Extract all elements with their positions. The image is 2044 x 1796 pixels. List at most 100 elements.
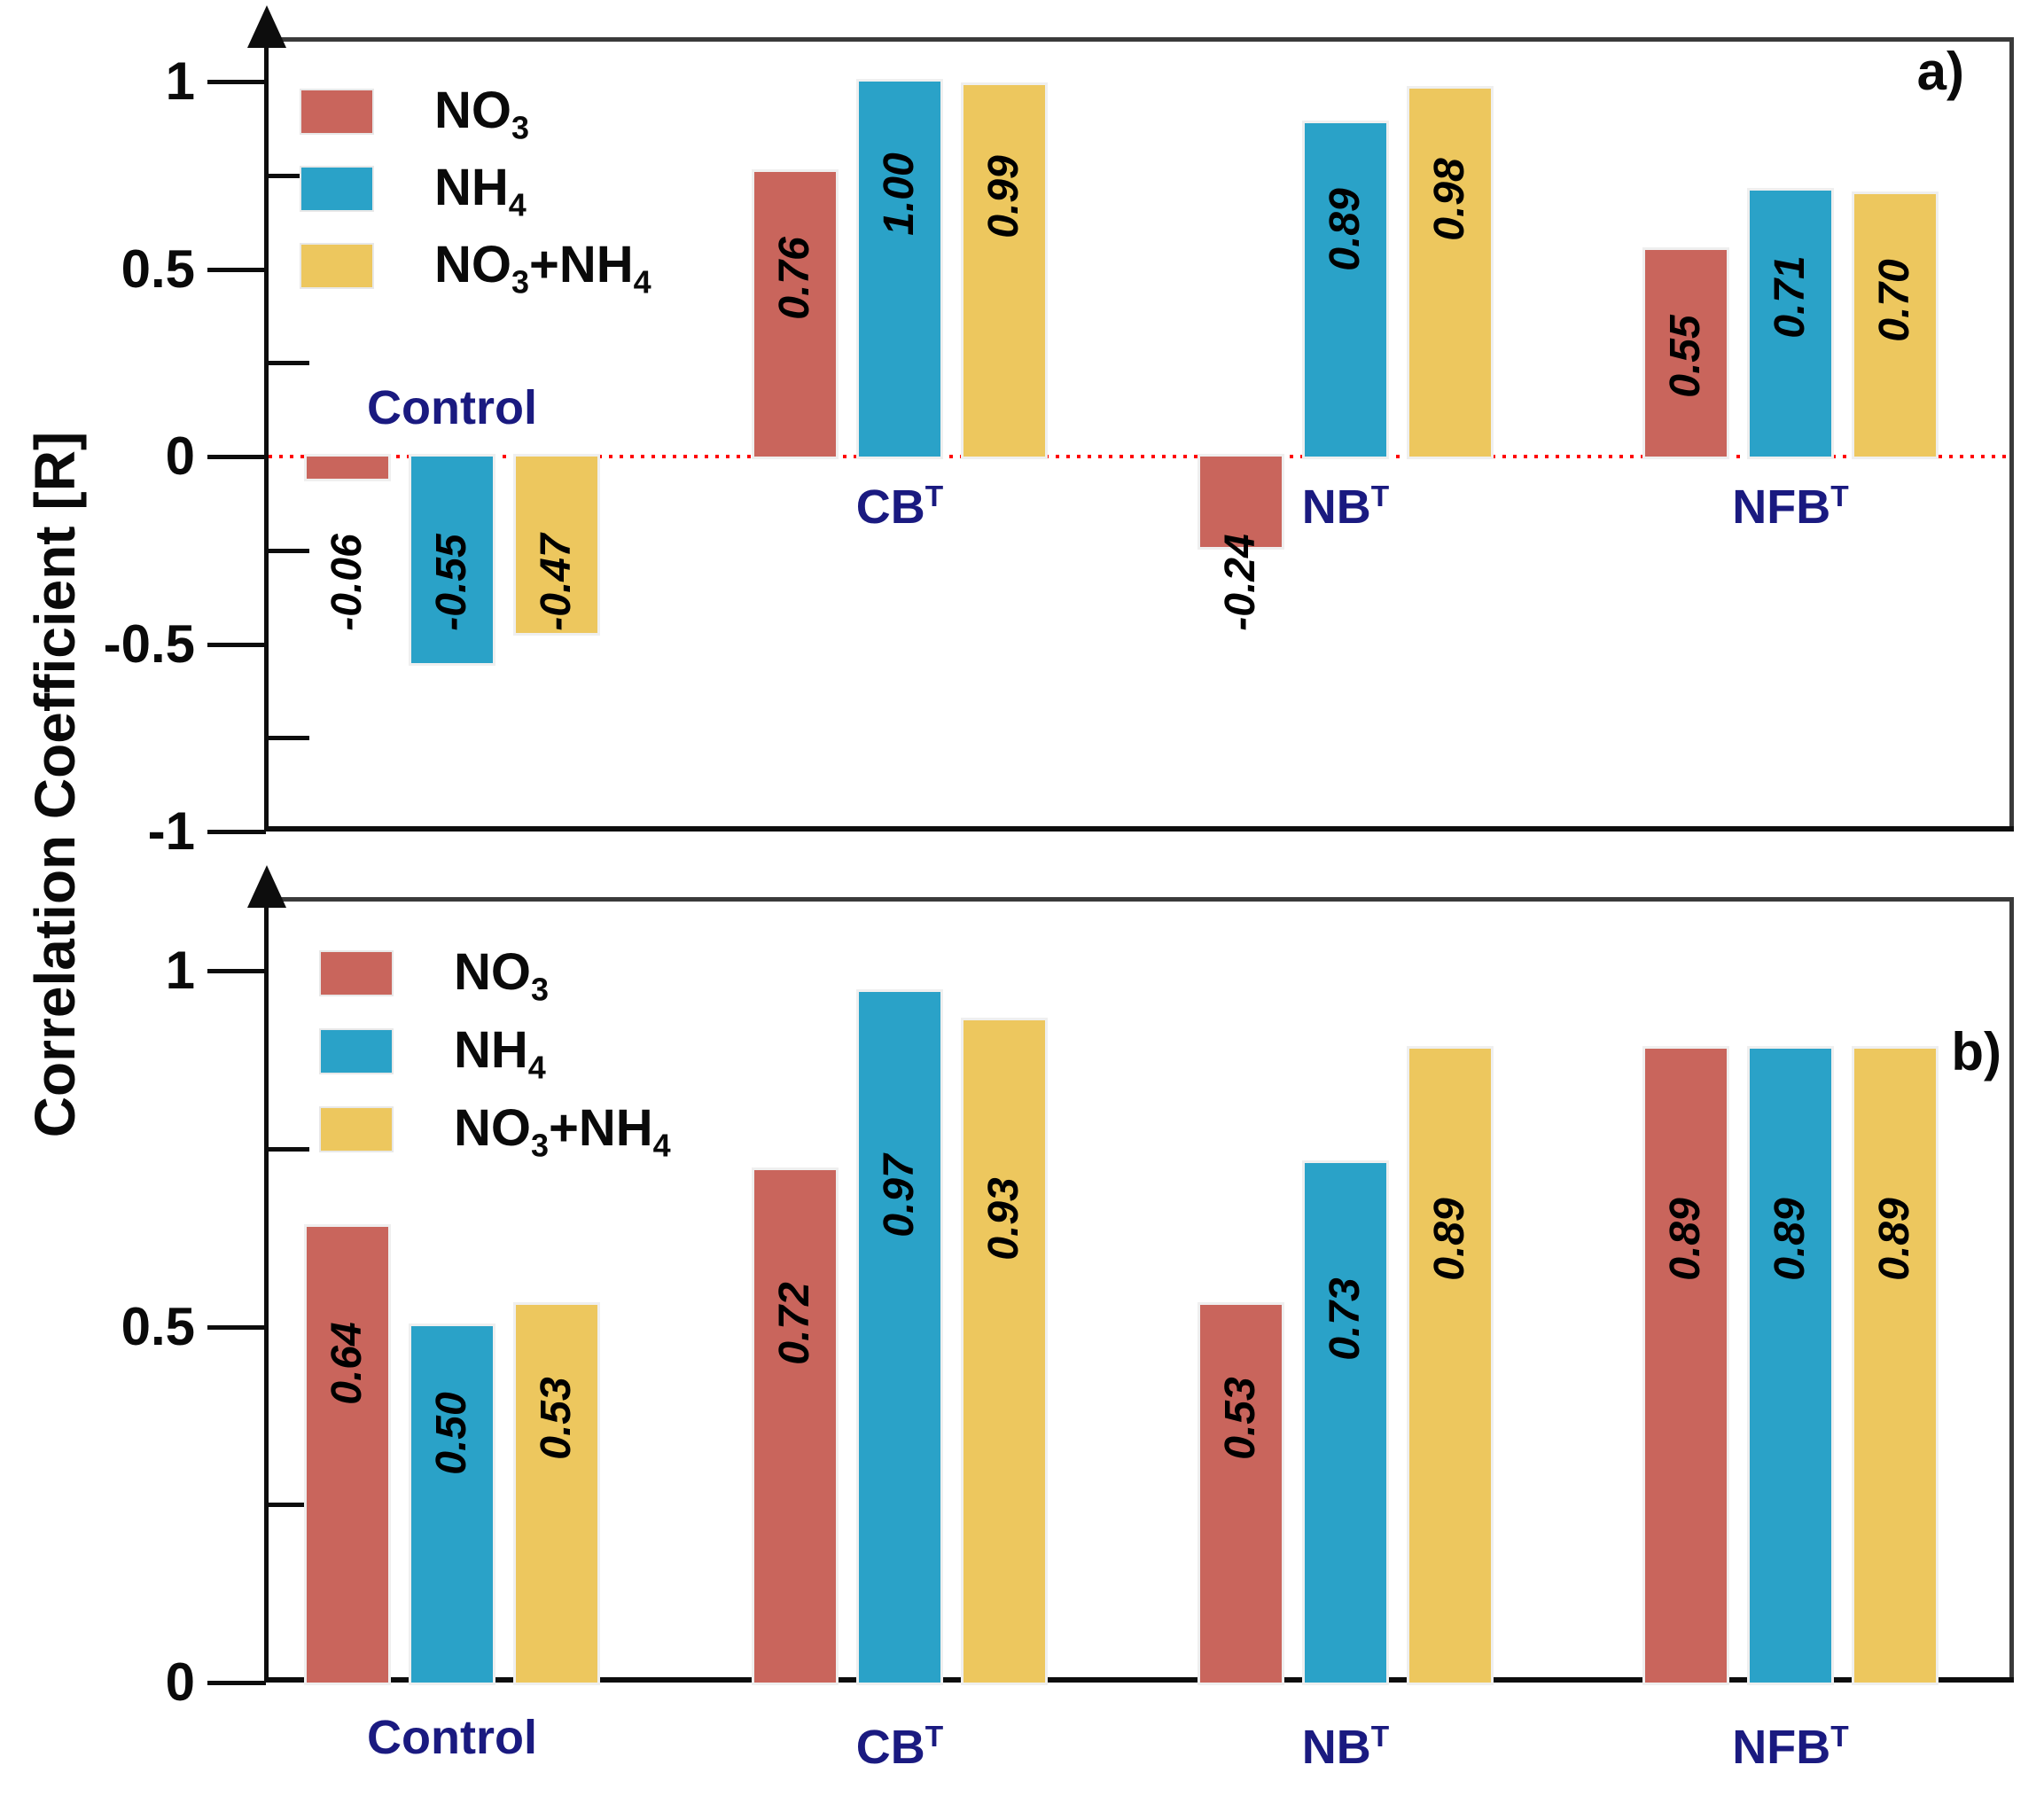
bar-value-label: 0.71	[1767, 255, 1814, 339]
panel-letter: a)	[1916, 42, 1964, 101]
panel-b: 1 0.5 0 0.64 0.72 0.53 0.89 0.50 0.97 0.73 0.89 0.5…	[121, 865, 2014, 1774]
legend-item: NO3	[321, 945, 853, 1008]
bar-value-label: -0.47	[533, 534, 580, 631]
y-axis-arrow-icon	[247, 865, 286, 908]
ytick-minor	[269, 1503, 309, 1507]
ytick	[207, 268, 266, 272]
legend-label: NH4	[434, 159, 527, 223]
bar-value-label: 0.89	[1767, 1197, 1814, 1281]
bar-value-label: 0.89	[1322, 188, 1369, 271]
bar	[1200, 457, 1282, 547]
bar	[1409, 89, 1491, 457]
group-label: NBT	[1301, 480, 1390, 534]
plot-frame-bottom	[266, 1677, 2014, 1683]
bar-value-label: 0.53	[533, 1377, 580, 1460]
ytick	[207, 80, 266, 84]
group-label: Control	[367, 1711, 537, 1764]
group-label: Control	[367, 381, 537, 434]
bar	[1750, 191, 1831, 457]
bar-value-label: 0.76	[771, 237, 818, 320]
y-axis-arrow-icon	[247, 5, 286, 48]
ytick	[207, 1681, 266, 1685]
bar-value-label: 0.89	[1871, 1197, 1918, 1281]
bar	[963, 85, 1045, 457]
ytick-label: 0	[165, 1652, 195, 1712]
legend-item: NH4	[321, 1023, 853, 1086]
bar	[1409, 1049, 1491, 1683]
legend-swatch	[321, 952, 392, 995]
ytick	[207, 830, 266, 834]
ytick-label: -1	[147, 801, 195, 861]
zero-baseline	[269, 455, 2009, 458]
bar	[1854, 1049, 1936, 1683]
ytick-label: 1	[165, 51, 195, 111]
legend-item: NO3	[301, 83, 833, 146]
bar	[754, 172, 836, 457]
legend-label: NO3	[454, 943, 549, 1008]
bar	[411, 457, 493, 663]
ytick	[207, 455, 266, 459]
y-axis	[264, 23, 269, 832]
legend-item: NH4	[301, 160, 833, 223]
group-label: CBT	[855, 480, 944, 534]
bar	[1645, 250, 1727, 457]
ytick	[207, 1325, 266, 1330]
ytick-minor	[269, 549, 309, 553]
legend-label: NO3	[434, 82, 529, 146]
group-label: NFBT	[1732, 480, 1849, 534]
bar	[307, 457, 388, 479]
bar-value-label: 0.97	[876, 1154, 923, 1238]
ytick	[207, 969, 266, 973]
bar	[1200, 1305, 1282, 1683]
bar	[859, 82, 940, 457]
bar-value-label: -0.06	[324, 534, 371, 631]
bar	[1305, 123, 1386, 457]
panel-letter: b)	[1951, 1022, 2001, 1082]
legend-swatch	[321, 1108, 392, 1151]
bar-value-label: 1.00	[876, 152, 923, 236]
plot-frame-bottom	[266, 826, 2014, 832]
bar-value-label: 0.98	[1426, 157, 1473, 241]
plot-frame-top	[266, 897, 2014, 902]
ytick-label: 1	[165, 941, 195, 1000]
legend-swatch	[301, 168, 372, 210]
ytick-minor	[269, 1147, 309, 1152]
bar	[1750, 1049, 1831, 1683]
bar	[516, 1305, 597, 1683]
bar	[411, 1326, 493, 1683]
legend-label: NO3+NH4	[434, 236, 651, 301]
legend-swatch	[301, 245, 372, 287]
bar	[963, 1020, 1045, 1683]
ytick-label: 0.5	[121, 1297, 195, 1356]
group-label: NBT	[1301, 1721, 1390, 1774]
bar-value-label: 0.70	[1871, 259, 1918, 342]
plot-frame-right	[2009, 897, 2014, 1683]
bar	[307, 1227, 388, 1683]
bar	[1854, 194, 1936, 457]
bar	[859, 992, 940, 1683]
bar	[1645, 1049, 1727, 1683]
legend-label: NO3+NH4	[454, 1099, 671, 1164]
bar-value-label: 0.50	[428, 1391, 475, 1475]
group-label: NFBT	[1732, 1721, 1849, 1774]
y-axis-title: Correlation Coefficient [R]	[23, 431, 87, 1138]
ytick-label: 0	[165, 426, 195, 486]
bar-value-label: 0.73	[1322, 1277, 1369, 1361]
legend-swatch	[301, 90, 372, 133]
bar-value-label: -0.24	[1217, 534, 1264, 631]
ytick	[207, 643, 266, 647]
ytick-minor	[269, 736, 309, 740]
group-label: CBT	[855, 1721, 944, 1774]
ytick-label: -0.5	[103, 614, 195, 674]
bar-value-label: 0.72	[771, 1282, 818, 1366]
bar-value-label: -0.55	[428, 534, 475, 631]
ytick-minor	[269, 361, 309, 365]
y-axis	[264, 883, 269, 1683]
bar-value-label: 0.89	[1426, 1197, 1473, 1281]
plot-frame-top	[266, 37, 2014, 42]
bar	[516, 457, 597, 633]
plot-frame-right	[2009, 37, 2014, 832]
bar-value-label: 0.53	[1217, 1377, 1264, 1460]
ytick-minor	[269, 174, 309, 178]
